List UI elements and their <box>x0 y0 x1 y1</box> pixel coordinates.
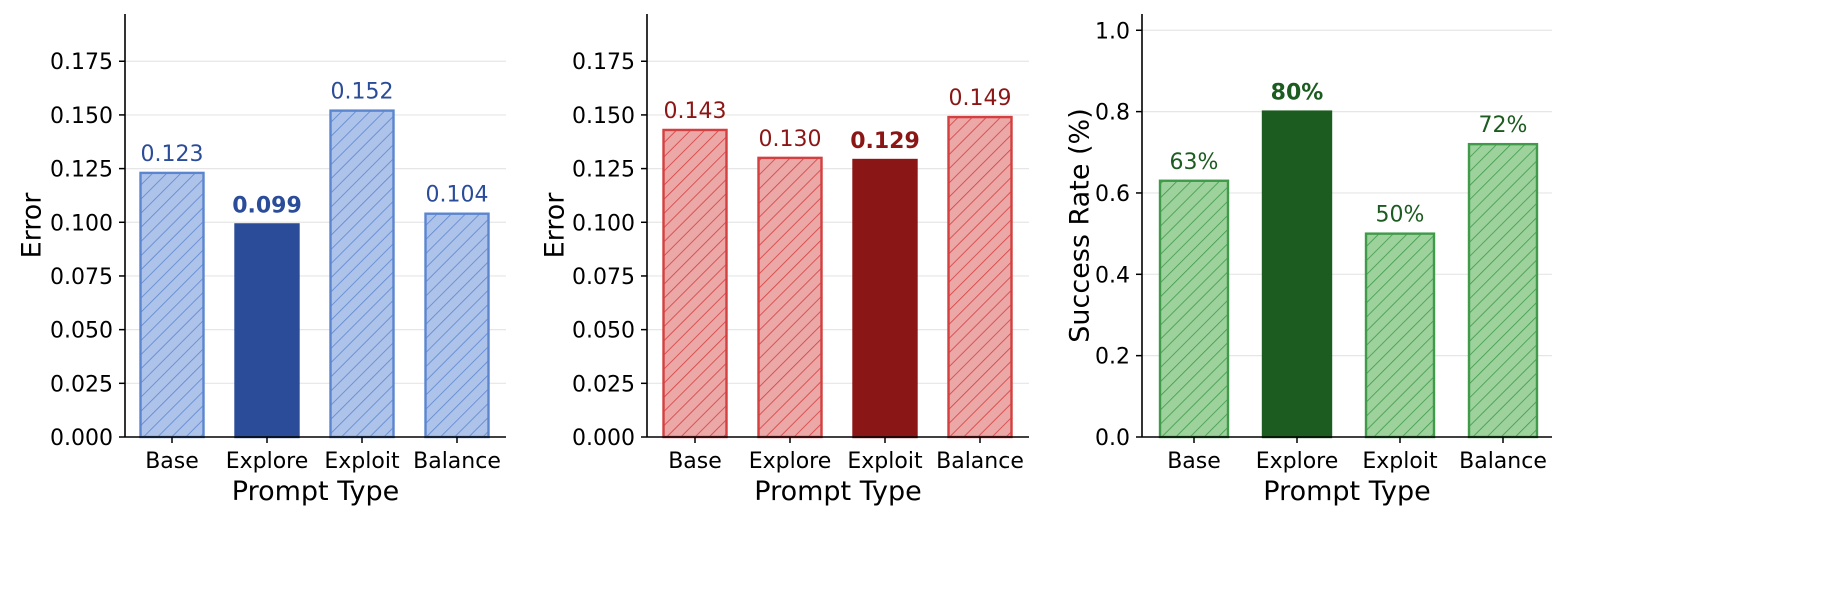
x-tick-label: Balance <box>936 449 1024 474</box>
y-tick-label: 0.150 <box>50 104 113 129</box>
x-tick-label: Explore <box>1256 449 1339 474</box>
axes <box>1141 14 1552 438</box>
y-tick-label: 0.175 <box>50 50 113 75</box>
x-tick-label: Explore <box>226 449 309 474</box>
y-tick-label: 0.100 <box>50 211 113 236</box>
x-tick-label: Explore <box>749 449 832 474</box>
bar-balance <box>947 115 1013 439</box>
bar-value-label: 0.143 <box>664 99 727 124</box>
y-ticks: 0.000 0.025 0.050 0.075 0.100 0.125 0.150 0.175 <box>572 50 647 451</box>
y-tick-label: 0.050 <box>50 319 113 344</box>
y-tick-label: 0.175 <box>572 50 635 75</box>
bar-exploit <box>1364 232 1436 439</box>
bar-explore <box>234 223 300 439</box>
y-tick-label: 0.8 <box>1095 101 1130 126</box>
axes <box>124 14 506 438</box>
bar-base <box>139 171 205 439</box>
bar-value-labels: 0.143 0.130 0.129 0.149 <box>664 86 1012 154</box>
bar-exploit <box>852 158 918 439</box>
bar-balance <box>424 212 490 439</box>
bar-exploit <box>329 109 395 439</box>
bar-value-label: 80% <box>1271 81 1324 106</box>
bar-explore <box>757 156 823 439</box>
y-tick-label: 0.100 <box>572 211 635 236</box>
y-tick-label: 0.150 <box>572 104 635 129</box>
bar-base <box>662 128 728 439</box>
bar-balance <box>1467 142 1539 439</box>
y-tick-label: 1.0 <box>1095 19 1130 44</box>
y-tick-label: 0.6 <box>1095 182 1130 207</box>
y-ticks: 0.000 0.025 0.050 0.075 0.100 0.125 0.150 0.175 <box>50 50 125 451</box>
y-tick-label: 0.075 <box>572 265 635 290</box>
x-axis-label: Prompt Type <box>232 476 399 507</box>
bar-value-label: 0.129 <box>850 129 920 154</box>
x-tick-label: Base <box>668 449 722 474</box>
x-tick-label: Base <box>1167 449 1221 474</box>
bar-value-label: 0.149 <box>949 86 1012 111</box>
bar-base <box>1158 179 1230 439</box>
y-tick-label: 0.000 <box>50 426 113 451</box>
bar-value-label: 0.099 <box>232 193 302 218</box>
x-ticks: Base Explore Exploit Balance <box>1167 437 1547 474</box>
x-tick-label: Exploit <box>847 449 923 474</box>
x-tick-label: Balance <box>413 449 501 474</box>
bar-value-label: 0.130 <box>759 127 822 152</box>
bar-value-labels: 0.123 0.099 0.152 0.104 <box>141 80 489 219</box>
y-tick-label: 0.125 <box>50 158 113 183</box>
x-tick-label: Balance <box>1459 449 1547 474</box>
x-ticks: Base Explore Exploit Balance <box>145 437 501 474</box>
bar-value-label: 0.152 <box>331 80 394 105</box>
bar-value-label: 72% <box>1479 113 1528 138</box>
bar-value-label: 50% <box>1376 203 1425 228</box>
bar-value-label: 0.123 <box>141 142 204 167</box>
y-tick-label: 0.0 <box>1095 426 1130 451</box>
bars <box>662 115 1013 439</box>
bar-explore <box>1261 110 1333 439</box>
chart-panel-error-1: 0.000 0.025 0.050 0.075 0.100 0.125 0.150 0.175… <box>17 14 506 507</box>
y-axis-label: Error <box>540 192 571 259</box>
x-ticks: Base Explore Exploit Balance <box>668 437 1024 474</box>
bar-value-label: 0.104 <box>426 183 489 208</box>
y-tick-label: 0.125 <box>572 158 635 183</box>
bar-value-labels: 63% 80% 50% 72% <box>1170 81 1528 228</box>
chart-panel-error-2: 0.000 0.025 0.050 0.075 0.100 0.125 0.150 0.175… <box>540 14 1029 507</box>
x-axis-label: Prompt Type <box>1263 476 1430 507</box>
y-tick-label: 0.075 <box>50 265 113 290</box>
y-axis-label: Error <box>17 192 48 259</box>
y-tick-label: 0.4 <box>1095 263 1130 288</box>
axes <box>646 14 1029 438</box>
x-axis-label: Prompt Type <box>754 476 921 507</box>
bar-value-label: 63% <box>1170 150 1219 175</box>
y-ticks: 0.0 0.2 0.4 0.6 0.8 1.0 <box>1095 19 1142 451</box>
y-tick-label: 0.050 <box>572 319 635 344</box>
bars <box>1158 110 1539 439</box>
y-tick-label: 0.2 <box>1095 345 1130 370</box>
y-tick-label: 0.000 <box>572 426 635 451</box>
x-tick-label: Exploit <box>324 449 400 474</box>
y-tick-label: 0.025 <box>572 372 635 397</box>
y-tick-label: 0.025 <box>50 372 113 397</box>
x-tick-label: Base <box>145 449 199 474</box>
x-tick-label: Exploit <box>1362 449 1438 474</box>
y-axis-label: Success Rate (%) <box>1065 108 1096 342</box>
chart-panel-success-rate: 0.0 0.2 0.4 0.6 0.8 1.0 Base Explore Exploit Bal… <box>1065 14 1552 507</box>
